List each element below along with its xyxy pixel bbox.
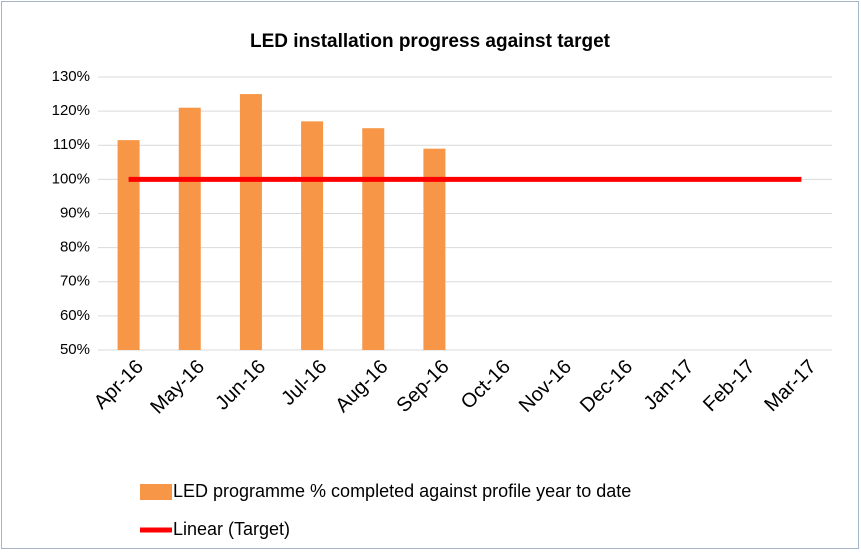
y-tick-label: 70%: [60, 273, 90, 290]
chart-title: LED installation progress against target: [250, 31, 611, 52]
y-tick-label: 100%: [52, 170, 90, 187]
bar: [301, 121, 324, 350]
y-tick-label: 120%: [52, 102, 90, 119]
y-tick-label: 90%: [60, 204, 90, 221]
legend-swatch: [140, 484, 172, 500]
bar: [362, 128, 385, 350]
bar: [239, 94, 262, 350]
y-tick-label: 130%: [52, 68, 90, 85]
y-tick-label: 50%: [60, 341, 90, 358]
bar: [178, 107, 201, 351]
y-tick-label: 60%: [60, 307, 90, 324]
bar: [117, 140, 140, 350]
legend-label: Linear (Target): [173, 519, 290, 539]
legend-label: LED programme % completed against profil…: [173, 481, 631, 501]
y-tick-label: 110%: [53, 136, 90, 153]
bar: [423, 148, 446, 350]
y-tick-label: 80%: [60, 239, 90, 256]
